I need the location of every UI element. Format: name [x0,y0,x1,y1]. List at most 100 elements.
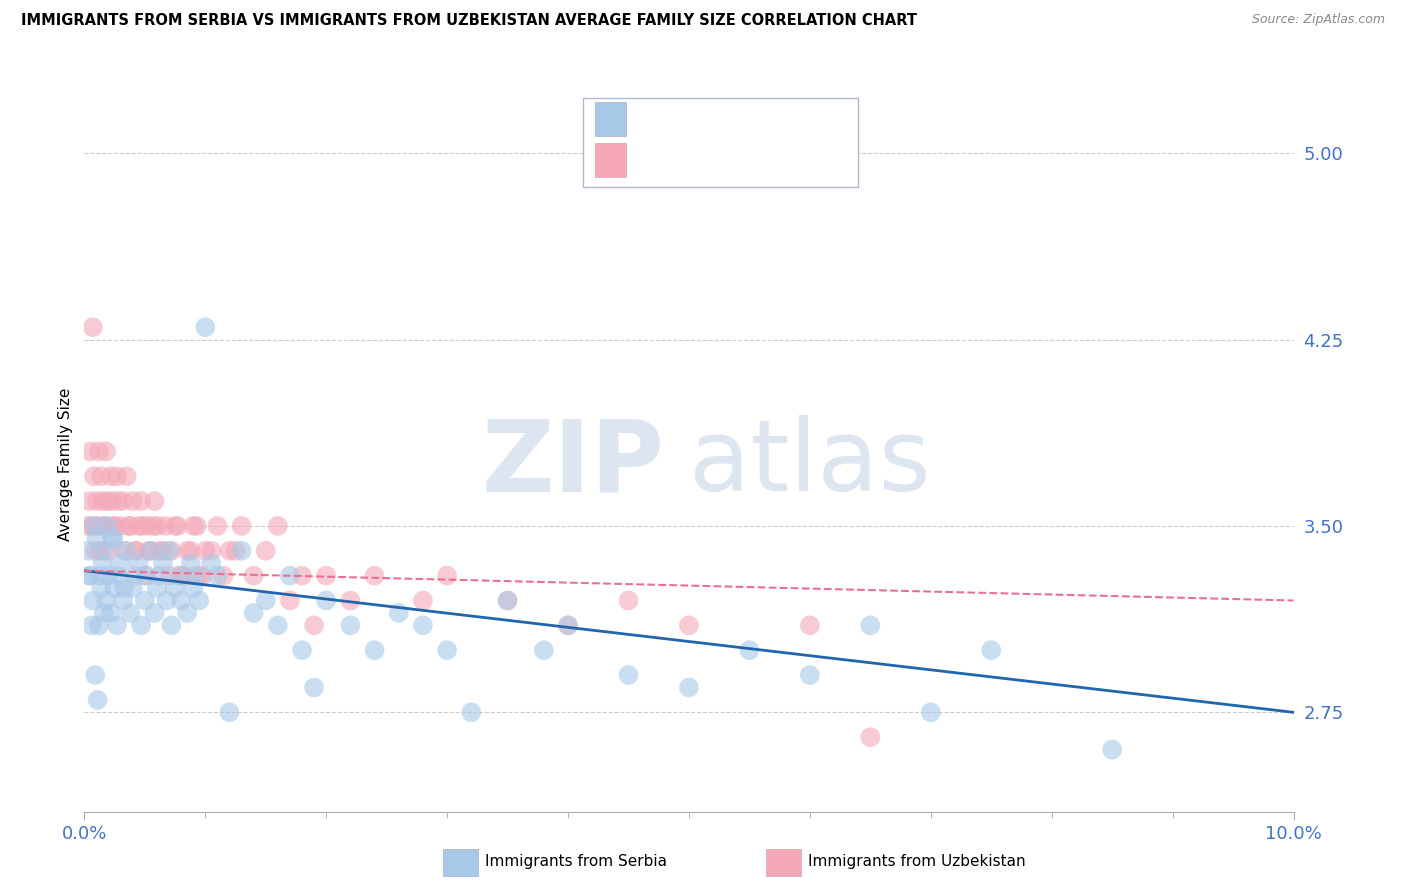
Text: R =: R = [634,114,671,132]
Point [176,606,198,620]
Text: ZIP: ZIP [482,416,665,512]
Point [118,519,141,533]
Point [184,568,207,582]
Point [136,519,159,533]
Point [115,544,138,558]
Point [90,581,112,595]
Point [859,730,882,744]
Point [105,618,128,632]
Point [86,494,108,508]
Point [107,494,129,508]
Point [93,519,115,533]
Point [83,519,105,533]
Text: R =: R = [634,156,671,174]
Point [165,519,187,533]
Point [152,544,174,558]
Point [242,568,264,582]
Point [143,494,166,508]
Point [97,568,120,582]
Point [678,618,700,632]
Point [146,581,169,595]
Point [363,568,385,582]
Point [136,568,159,582]
Point [87,618,110,632]
Point [191,568,214,582]
Point [112,593,135,607]
Point [112,581,135,595]
Text: Source: ZipAtlas.com: Source: ZipAtlas.com [1251,13,1385,27]
Point [254,544,277,558]
Point [84,544,107,558]
Point [112,494,135,508]
Point [315,593,337,607]
Point [738,643,761,657]
Point [100,606,122,620]
Point [267,519,290,533]
Point [101,494,124,508]
Point [176,544,198,558]
Point [152,556,174,570]
Point [339,593,361,607]
Point [129,494,152,508]
Text: -0.169: -0.169 [673,114,733,132]
Point [188,593,211,607]
Point [225,544,247,558]
Point [291,643,314,657]
Point [124,544,146,558]
Point [557,618,579,632]
Point [155,519,177,533]
Point [496,593,519,607]
Point [173,568,195,582]
Point [77,494,100,508]
Point [94,593,117,607]
Text: N =: N = [740,156,787,174]
Point [103,532,125,546]
Point [496,593,519,607]
Point [146,519,169,533]
Point [79,444,101,458]
Point [339,618,361,632]
Point [207,568,229,582]
Point [142,519,165,533]
Point [180,556,202,570]
Point [207,519,229,533]
Point [82,320,104,334]
Point [79,568,101,582]
Point [799,618,821,632]
Point [155,593,177,607]
Point [254,593,277,607]
Point [77,519,100,533]
Point [94,544,117,558]
Point [200,544,222,558]
Point [278,568,301,582]
Point [617,593,640,607]
Point [86,532,108,546]
Text: 82: 82 [786,156,808,174]
Point [94,444,117,458]
Point [165,581,187,595]
Point [170,568,193,582]
Text: atlas: atlas [689,416,931,512]
Point [315,568,337,582]
Point [128,556,150,570]
Point [231,544,253,558]
Point [212,568,235,582]
Point [131,519,153,533]
Point [200,556,222,570]
Point [101,532,124,546]
Point [436,568,458,582]
Point [678,681,700,695]
Point [128,519,150,533]
Point [533,643,555,657]
Point [148,544,170,558]
Point [218,706,240,720]
Point [77,568,100,582]
Point [105,469,128,483]
Point [138,544,160,558]
Point [188,568,211,582]
Point [160,544,183,558]
Point [920,706,942,720]
Point [110,519,132,533]
Point [302,681,325,695]
Point [181,519,204,533]
